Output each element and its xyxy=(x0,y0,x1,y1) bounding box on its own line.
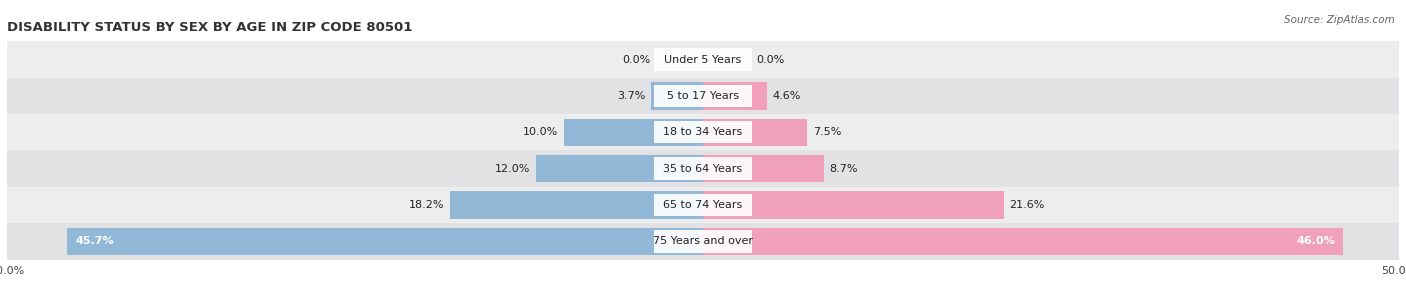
Bar xyxy=(7,114,1399,150)
Bar xyxy=(7,150,1399,187)
Text: 21.6%: 21.6% xyxy=(1010,200,1045,210)
Bar xyxy=(703,228,1343,255)
Bar xyxy=(703,82,768,109)
Text: 45.7%: 45.7% xyxy=(76,237,114,247)
Text: 3.7%: 3.7% xyxy=(617,91,645,101)
Bar xyxy=(564,119,703,146)
Bar xyxy=(67,228,703,255)
Text: 75 Years and over: 75 Years and over xyxy=(652,237,754,247)
Text: 18 to 34 Years: 18 to 34 Years xyxy=(664,127,742,137)
Text: 0.0%: 0.0% xyxy=(621,54,650,64)
Text: 35 to 64 Years: 35 to 64 Years xyxy=(664,164,742,174)
Bar xyxy=(654,157,752,180)
Text: 10.0%: 10.0% xyxy=(523,127,558,137)
Bar xyxy=(654,230,752,253)
Text: 5 to 17 Years: 5 to 17 Years xyxy=(666,91,740,101)
Bar xyxy=(536,155,703,182)
Bar xyxy=(654,85,752,107)
Text: Under 5 Years: Under 5 Years xyxy=(665,54,741,64)
Text: 18.2%: 18.2% xyxy=(409,200,444,210)
Text: 65 to 74 Years: 65 to 74 Years xyxy=(664,200,742,210)
Bar xyxy=(7,78,1399,114)
Bar xyxy=(7,223,1399,260)
Bar xyxy=(651,82,703,109)
Bar xyxy=(703,192,1004,219)
Text: 4.6%: 4.6% xyxy=(773,91,801,101)
Text: 0.0%: 0.0% xyxy=(756,54,785,64)
Bar xyxy=(7,187,1399,223)
Text: 46.0%: 46.0% xyxy=(1296,237,1334,247)
Text: Source: ZipAtlas.com: Source: ZipAtlas.com xyxy=(1284,15,1395,25)
Bar xyxy=(450,192,703,219)
Bar xyxy=(654,48,752,71)
Text: DISABILITY STATUS BY SEX BY AGE IN ZIP CODE 80501: DISABILITY STATUS BY SEX BY AGE IN ZIP C… xyxy=(7,21,412,34)
Bar xyxy=(654,194,752,216)
Bar xyxy=(654,121,752,143)
Text: 8.7%: 8.7% xyxy=(830,164,858,174)
Bar xyxy=(703,155,824,182)
Text: 12.0%: 12.0% xyxy=(495,164,530,174)
Text: 7.5%: 7.5% xyxy=(813,127,841,137)
Bar xyxy=(703,119,807,146)
Bar xyxy=(7,41,1399,78)
